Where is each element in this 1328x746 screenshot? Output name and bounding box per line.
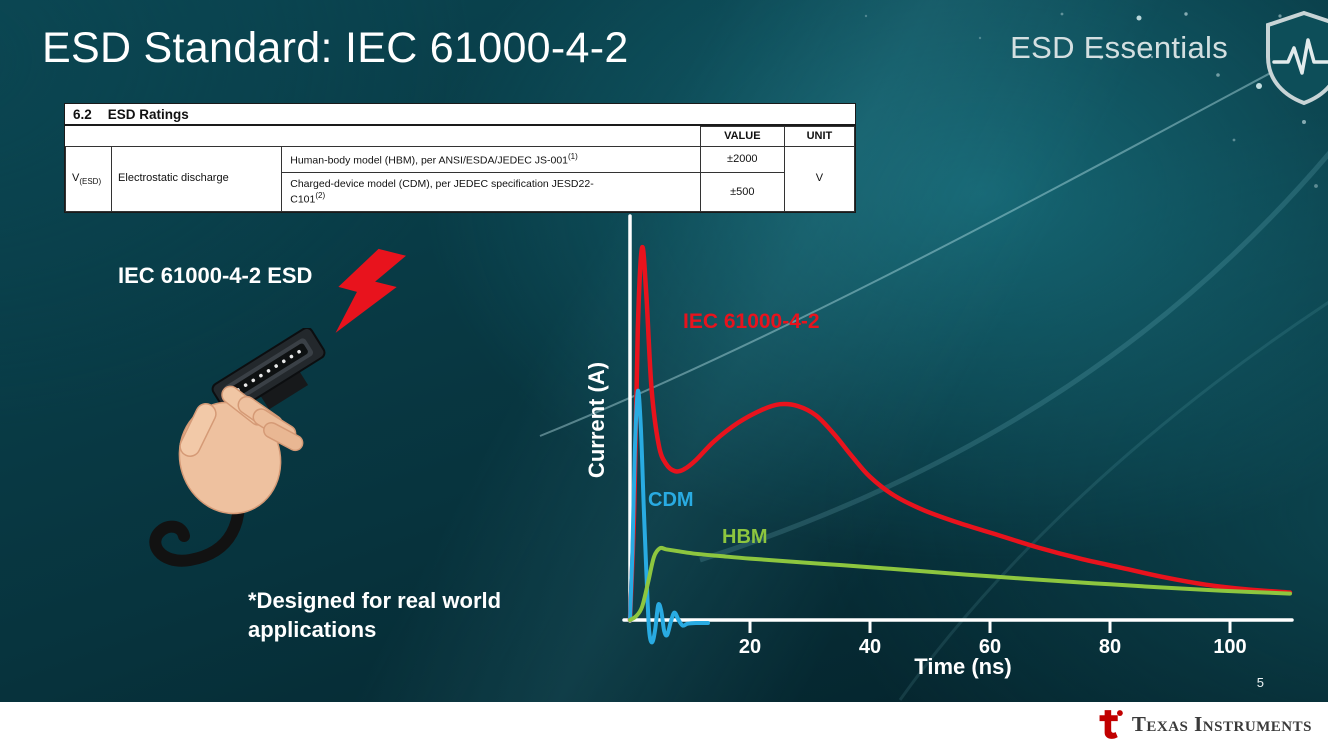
page-number: 5 — [1256, 675, 1264, 690]
x-tick-label: 100 — [1213, 636, 1246, 658]
x-tick-label: 40 — [859, 636, 881, 658]
param-subscript: (ESD) — [79, 176, 102, 186]
table-row: Charged-device model (CDM), per JEDEC sp… — [66, 172, 855, 212]
series-label-iec: IEC 61000-4-2 — [683, 310, 820, 333]
page-title: ESD Standard: IEC 61000-4-2 — [42, 24, 629, 72]
cdm-description-line1: Charged-device model (CDM), per JEDEC sp… — [290, 178, 594, 191]
cdm-description-cell: Charged-device model (CDM), per JEDEC sp… — [281, 172, 701, 212]
lightning-bolt-shape — [335, 248, 406, 333]
shield-pulse-icon — [1266, 10, 1328, 106]
sparkle-dot — [1184, 12, 1188, 16]
unit-cell: V — [783, 146, 856, 212]
section-number: 6.2 — [73, 107, 92, 122]
param-symbol-cell: V(ESD) — [64, 146, 113, 212]
table-header-row: VALUE UNIT — [66, 125, 856, 148]
esd-waveform-chart: 20 40 60 80 100 — [622, 214, 1294, 658]
series-CDM — [628, 388, 710, 645]
sparkle-dot — [1314, 184, 1318, 188]
x-tick-label: 80 — [1099, 636, 1121, 658]
series-HBM — [628, 545, 1292, 622]
hand — [178, 385, 304, 515]
x-tick-label: 20 — [739, 636, 761, 658]
value-column-header: VALUE — [699, 125, 785, 148]
hand-holding-connector-illustration — [149, 328, 326, 567]
brand-text: ESD Essentials — [1010, 30, 1228, 65]
series-IEC 61000-4-2 — [627, 244, 1293, 623]
ti-logo: Texas Instruments — [1093, 708, 1312, 740]
cable — [149, 472, 245, 567]
footnote-marker: (2) — [315, 190, 326, 200]
designed-note: *Designed for real world applications — [248, 588, 502, 643]
x-axis-label: Time (ns) — [914, 654, 1012, 679]
ti-logo-icon — [1099, 710, 1123, 739]
sparkle-dot — [1136, 15, 1142, 21]
footer-bar: Texas Instruments — [0, 702, 1328, 746]
cdm-value-cell: ±500 — [699, 172, 785, 212]
sparkle-dot — [1232, 138, 1236, 142]
unit-column-header: UNIT — [783, 125, 856, 148]
x-tick-label: 60 — [979, 636, 1001, 658]
param-symbol: V — [72, 171, 80, 184]
blank-header-cell — [66, 127, 701, 147]
series-label-hbm: HBM — [722, 526, 768, 548]
cdm-description-line2: C101 — [290, 193, 316, 206]
sparkle-dot — [978, 36, 982, 40]
sparkle-dot — [1302, 120, 1306, 124]
table-row: V(ESD) Electrostatic discharge Human-bod… — [64, 146, 856, 212]
hbm-description-cell: Human-body model (HBM), per ANSI/ESDA/JE… — [281, 146, 701, 174]
esd-ratings-table: 6.2 ESD Ratings VALUE UNIT V(ESD) Electro… — [64, 103, 856, 213]
section-title: ESD Ratings — [107, 107, 189, 122]
hbm-value-cell: ±2000 — [699, 146, 785, 174]
hbm-description: Human-body model (HBM), per ANSI/ESDA/JE… — [290, 154, 569, 167]
param-name-cell: Electrostatic discharge — [111, 146, 283, 212]
y-axis-label: Current (A) — [584, 361, 609, 479]
connector-caption: IEC 61000-4-2 ESD — [118, 263, 313, 288]
sparkle-dot — [864, 14, 868, 18]
table-caption: 6.2 ESD Ratings — [65, 104, 855, 126]
series-label-cdm: CDM — [648, 489, 694, 511]
sparkle-dot — [1216, 73, 1220, 77]
sparkle-dot — [1060, 12, 1064, 16]
lightning-bolt-icon — [335, 248, 406, 333]
ti-logo-text: Texas Instruments — [1131, 711, 1312, 736]
footnote-marker: (1) — [568, 152, 578, 162]
